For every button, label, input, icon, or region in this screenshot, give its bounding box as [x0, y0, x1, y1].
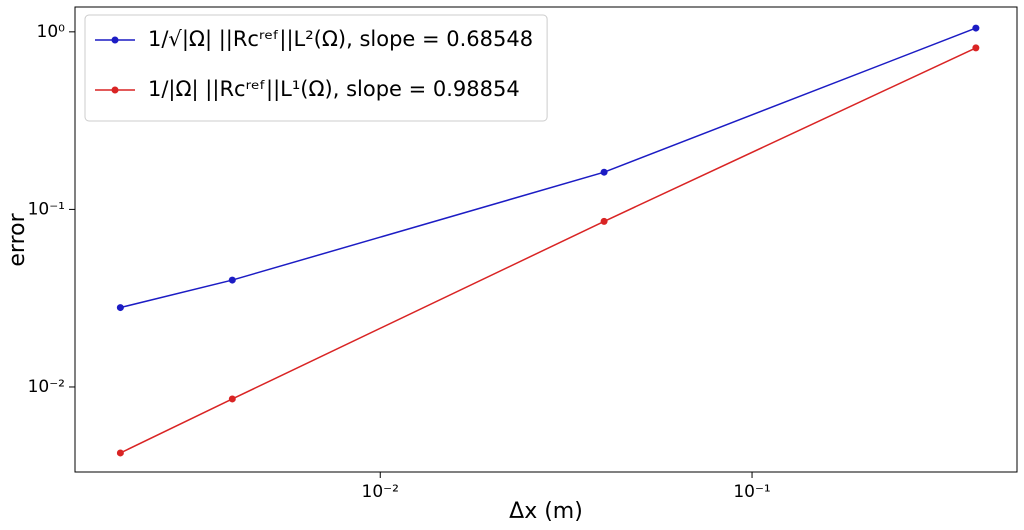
- y-tick-label: 10⁻²: [28, 377, 65, 397]
- series-line: [120, 47, 977, 454]
- data-point: [116, 449, 124, 457]
- x-tick-label: 10⁻¹: [733, 482, 770, 502]
- legend-label: 1/√|Ω| ||Rcʳᵉᶠ||L²(Ω), slope = 0.68548: [148, 27, 533, 52]
- legend-label: 1/|Ω| ||Rcʳᵉᶠ||L¹(Ω), slope = 0.98854: [148, 77, 520, 102]
- data-point: [972, 44, 980, 52]
- legend: 1/√|Ω| ||Rcʳᵉᶠ||L²(Ω), slope = 0.68548 1/…: [84, 14, 548, 122]
- data-point: [228, 276, 236, 284]
- legend-marker: [111, 86, 119, 94]
- data-point: [228, 395, 236, 403]
- plot-frame: [74, 6, 1018, 473]
- legend-box: [84, 14, 548, 122]
- y-tick-label: 10⁰: [37, 22, 66, 42]
- y-axis-label: error: [5, 212, 30, 266]
- data-point: [600, 217, 608, 225]
- x-tick-label: 10⁻²: [362, 482, 399, 502]
- y-tick-label: 10⁻¹: [28, 199, 65, 219]
- series-line: [120, 27, 977, 309]
- legend-marker: [111, 36, 119, 44]
- data-point: [116, 304, 124, 312]
- x-axis-label: Δx (m): [509, 499, 583, 524]
- data-point: [972, 24, 980, 32]
- data-point: [600, 168, 608, 176]
